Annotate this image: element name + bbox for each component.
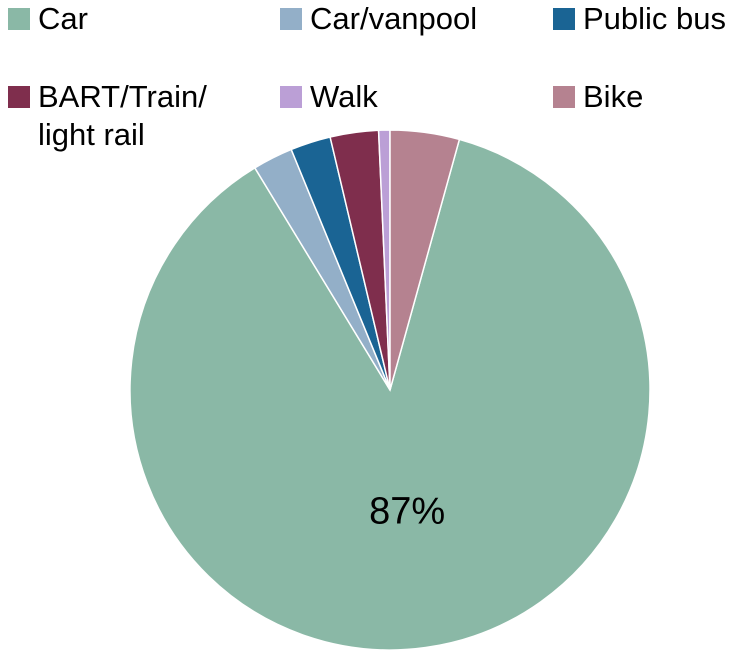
legend-item: Car/vanpool	[280, 0, 477, 38]
legend-label: Bike	[583, 79, 644, 114]
legend-item: BART/Train/ light rail	[8, 78, 238, 154]
legend-item: Bike	[553, 78, 643, 116]
legend-label: Public bus	[583, 1, 727, 36]
legend-swatch	[280, 8, 302, 30]
legend-swatch	[8, 8, 30, 30]
legend-label: Car	[38, 1, 88, 36]
pie-slice	[389, 129, 461, 391]
legend-item: Walk	[280, 78, 378, 116]
pie-slice	[129, 138, 651, 651]
data-label: 87%	[369, 491, 445, 533]
legend-swatch	[8, 86, 30, 108]
legend-swatch	[553, 86, 575, 108]
legend-swatch	[553, 8, 575, 30]
legend-item: Public bus	[553, 0, 726, 38]
legend-swatch	[280, 86, 302, 108]
legend-label: Car/vanpool	[310, 1, 478, 36]
legend-label: Walk	[310, 79, 378, 114]
legend-label: BART/Train/ light rail	[38, 79, 207, 152]
legend-item: Car	[8, 0, 88, 38]
